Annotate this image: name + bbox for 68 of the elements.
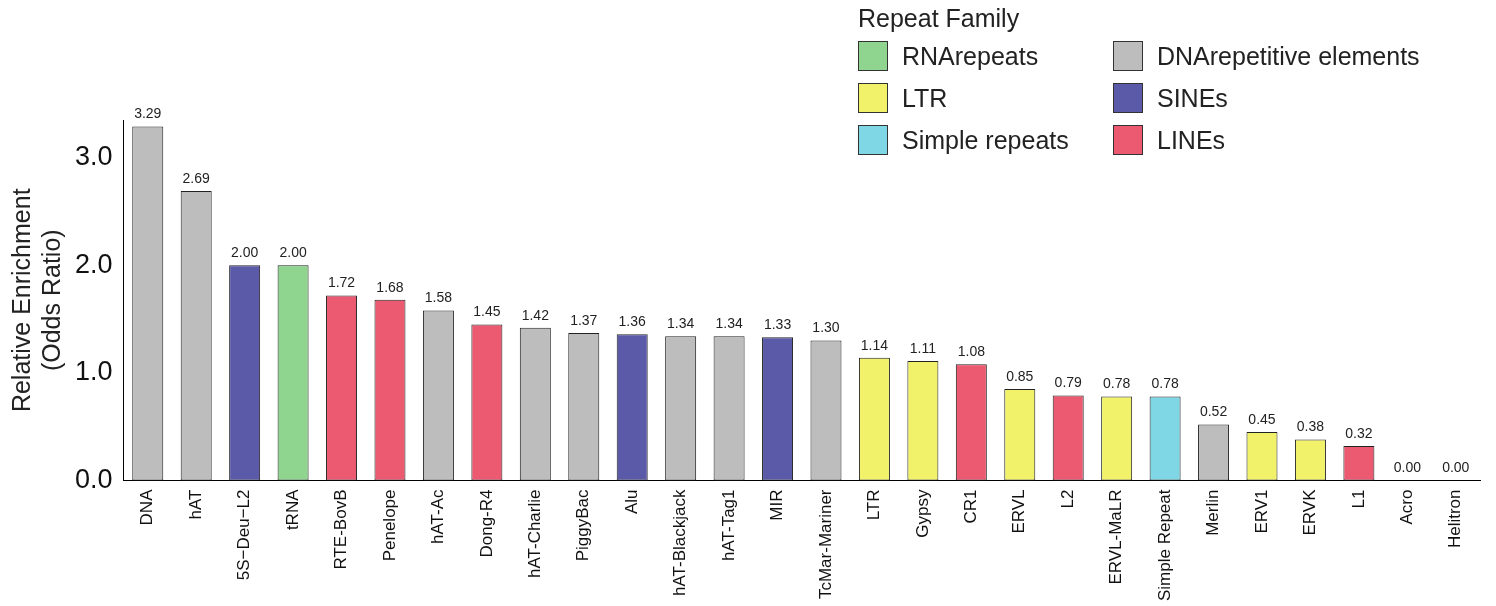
data-label: 0.00 — [1442, 459, 1470, 476]
x-tick-label: RTE-BovB — [331, 489, 351, 570]
data-label: 1.58 — [424, 289, 453, 306]
x-tick-label: Penelope — [379, 489, 399, 562]
x-tick-label: PiggyBac — [573, 489, 593, 562]
x-tick-label: ERVL-MaLR — [1106, 489, 1126, 585]
data-label: 1.45 — [473, 303, 501, 320]
data-label: 1.36 — [618, 313, 647, 329]
x-tick-label: ERVL — [1009, 489, 1029, 534]
data-label: 2.00 — [231, 244, 259, 261]
x-tick-label: Acro — [1397, 489, 1417, 525]
x-tick-label: ERVK — [1300, 488, 1320, 536]
x-tick-label: tRNA — [282, 488, 302, 531]
data-label: 0.78 — [1103, 375, 1131, 392]
data-label: 2.69 — [182, 169, 211, 186]
data-label: 0.85 — [1006, 367, 1034, 384]
x-tick-label: Dong-R4 — [476, 489, 496, 558]
data-label: 2.00 — [279, 244, 307, 261]
legend-label: SINEs — [1157, 83, 1228, 113]
data-label: 3.29 — [134, 105, 162, 122]
data-label: 1.34 — [715, 315, 743, 332]
x-tick-label: DNA — [137, 488, 157, 526]
x-tick-label: ERV1 — [1251, 489, 1271, 534]
y-tick-label: 0.0 — [74, 463, 113, 494]
y-axis-title: Relative Enrichment (Odds Ratio) — [6, 188, 65, 413]
x-tick-label: 5S−Deu−L2 — [234, 489, 254, 581]
y-tick-label: 1.0 — [74, 356, 113, 387]
data-label: 1.33 — [763, 316, 792, 333]
data-label: 1.30 — [812, 319, 840, 336]
x-tick-label: Helitron — [1445, 489, 1465, 549]
x-tick-label: Alu — [621, 489, 641, 515]
x-tick-label: LTR — [864, 489, 884, 521]
x-tick-label: hAT-Blackjack — [670, 489, 690, 596]
data-label: 1.68 — [376, 278, 404, 295]
y-tick-label: 2.0 — [74, 248, 113, 279]
data-label: 0.38 — [1296, 418, 1325, 435]
data-label: 1.14 — [860, 336, 889, 353]
legend-label: LTR — [902, 83, 948, 113]
data-label: 1.34 — [667, 315, 695, 332]
data-label: 0.78 — [1151, 375, 1179, 392]
data-label: 1.11 — [909, 339, 937, 356]
x-tick-label: Gypsy — [912, 489, 932, 538]
x-tick-label: TcMar-Mariner — [815, 489, 835, 600]
x-tick-label: Simple Repeat — [1154, 489, 1174, 602]
x-tick-label: L2 — [1057, 489, 1077, 509]
x-tick-label: L1 — [1348, 489, 1368, 509]
data-label: 0.32 — [1345, 424, 1373, 441]
legend-label: DNArepetitive elements — [1157, 41, 1420, 71]
data-label: 1.72 — [327, 274, 356, 291]
data-label: 1.37 — [570, 311, 598, 328]
legend-label: RNArepeats — [902, 41, 1039, 71]
x-tick-label: Merlin — [1203, 489, 1223, 536]
data-label: 0.00 — [1393, 459, 1422, 476]
x-tick-label: hAT-Ac — [428, 489, 448, 544]
data-label: 0.79 — [1054, 374, 1083, 391]
y-tick-label: 3.0 — [74, 141, 113, 172]
data-label: 0.45 — [1248, 410, 1276, 427]
data-label: 1.42 — [521, 306, 550, 323]
x-tick-label: MIR — [767, 489, 787, 521]
data-label: 1.08 — [957, 343, 986, 360]
data-label: 0.52 — [1199, 403, 1228, 420]
x-tick-label: CR1 — [961, 489, 981, 524]
legend-label: Simple repeats — [902, 125, 1069, 155]
x-tick-label: hAT — [185, 489, 205, 520]
legend-label: LINEs — [1157, 125, 1226, 155]
x-tick-label: hAT-Charlie — [525, 489, 545, 578]
x-tick-label: hAT-Tag1 — [718, 489, 738, 562]
legend-title: Repeat Family — [858, 4, 1021, 33]
